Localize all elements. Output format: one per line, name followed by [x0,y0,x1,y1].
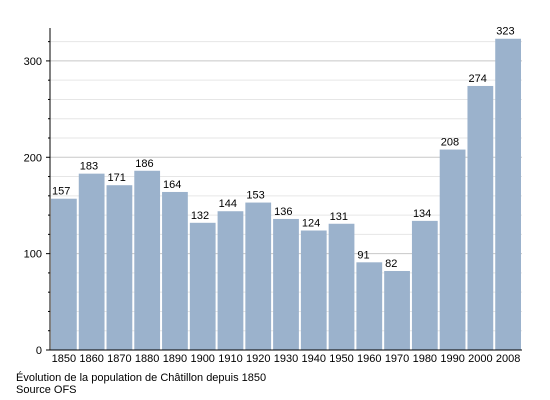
x-tick-label: 1890 [163,353,187,365]
y-ticks: 0 100 200 300 [24,41,50,357]
data-label: 124 [302,218,320,230]
x-tick-label: 1970 [385,353,409,365]
bar-2008 [495,38,521,350]
data-label: 171 [108,172,126,184]
caption-source: Source OFS [16,384,77,396]
x-tick-label: 1850 [52,353,76,365]
x-tick-label: 1980 [413,353,437,365]
y-tick-label: 300 [24,56,42,68]
x-tick-label: 1910 [218,353,242,365]
bar-1870 [106,185,133,350]
bar-1900 [189,222,216,350]
axes [49,28,522,351]
data-label: 132 [191,210,209,222]
x-tick-label: 1900 [190,353,214,365]
x-tick-label: 1880 [135,353,159,365]
bar-2000 [467,85,494,351]
bar-1930 [273,218,299,350]
bar-1890 [162,191,188,350]
data-label: 144 [219,198,237,210]
x-tick-label: 1920 [246,353,270,365]
bar-1990 [439,149,466,350]
y-tick-label: 200 [24,152,42,164]
x-tick-label: 2000 [468,353,492,365]
x-tick-label: 1990 [440,353,464,365]
data-label: 134 [413,208,431,220]
bars [51,38,521,351]
bar-1910 [217,211,244,350]
x-tick-label: 1960 [357,353,381,365]
data-label: 183 [80,161,98,173]
data-label: 323 [496,26,514,38]
data-label: 131 [330,211,348,223]
y-tick-label: 0 [36,345,42,357]
x-tick-label: 1950 [329,353,353,365]
x-tick-labels: 1850 1860 1870 1880 1890 1900 1910 1920 1930 1940… [52,353,521,365]
data-label: 186 [135,158,153,170]
data-label: 91 [357,249,369,261]
data-label: 153 [246,190,264,202]
x-tick-label: 1940 [302,353,326,365]
data-labels: 157 183 171 186 164 132 144 153 136 124 131 91 82 134… [52,26,515,270]
x-tick-label: 1860 [79,353,103,365]
bar-1850 [51,198,77,350]
x-tick-label: 1930 [274,353,298,365]
x-tick-label: 1870 [107,353,131,365]
data-label: 164 [163,179,181,191]
bar-1920 [245,202,272,350]
data-label: 208 [441,137,459,149]
data-label: 274 [468,73,486,85]
x-tick-label: 2008 [496,353,520,365]
data-label: 82 [385,258,397,270]
bar-1880 [134,170,161,350]
bar-1950 [328,223,355,350]
bar-1960 [356,262,383,350]
bar-1980 [411,220,438,350]
data-label: 157 [52,186,70,198]
bar-1940 [300,230,327,350]
bar-1970 [384,270,410,350]
y-tick-label: 100 [24,249,42,261]
bar-1860 [78,173,105,350]
caption-title: Évolution de la population de Châtillon … [16,372,267,384]
data-label: 136 [274,206,292,218]
